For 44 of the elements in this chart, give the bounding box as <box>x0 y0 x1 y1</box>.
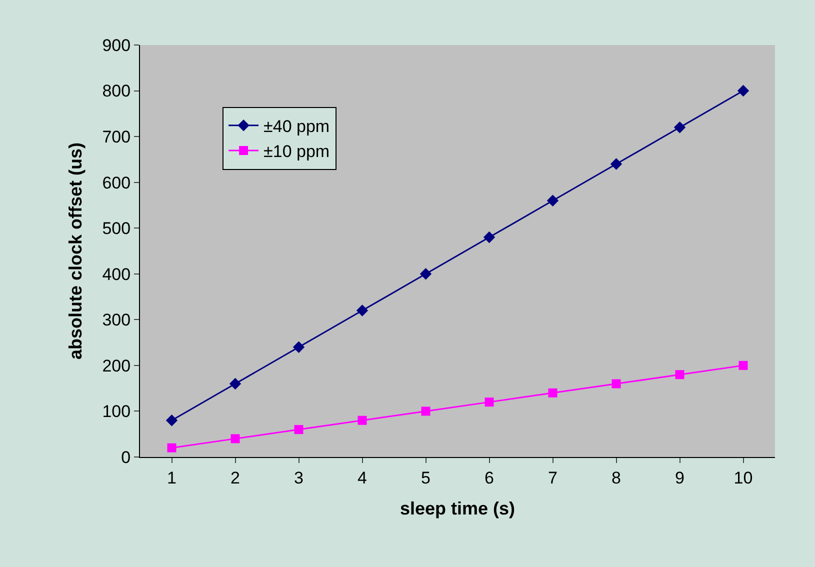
x-tick-label: 1 <box>167 468 176 488</box>
x-tick-label: 9 <box>675 468 684 488</box>
y-tick-label: 300 <box>102 310 131 330</box>
x-tick-label: 5 <box>421 468 430 488</box>
x-axis-title: sleep time (s) <box>400 498 516 518</box>
legend-label: ±10 ppm <box>264 142 330 162</box>
y-tick-label: 600 <box>102 173 131 192</box>
point <box>737 84 750 97</box>
point <box>675 370 684 380</box>
point <box>358 416 367 425</box>
y-tick-label: 500 <box>102 219 131 238</box>
x-tick-label: 4 <box>358 468 367 488</box>
y-tick-label: 0 <box>121 448 131 467</box>
point <box>484 398 494 407</box>
point <box>292 341 305 353</box>
y-tick-label: 100 <box>102 402 131 422</box>
y-tick-label: 900 <box>102 36 131 55</box>
point <box>610 158 622 170</box>
point <box>167 443 176 452</box>
y-tick-label: 200 <box>102 356 131 376</box>
point <box>166 414 178 426</box>
point <box>229 378 242 390</box>
point <box>483 231 496 244</box>
x-tick-label: 6 <box>484 468 494 488</box>
x-tick-label: 8 <box>612 468 621 488</box>
point <box>674 122 686 134</box>
point <box>546 194 559 206</box>
y-axis-title: absolute clock offset (us) <box>65 142 86 360</box>
x-tick-label: 7 <box>548 468 558 488</box>
x-tick-label: 10 <box>734 468 753 488</box>
x-tick-label: 2 <box>230 468 240 488</box>
point <box>548 388 558 398</box>
point <box>612 379 621 388</box>
point <box>421 406 430 416</box>
y-tick-label: 700 <box>102 128 131 147</box>
x-tick-label: 3 <box>294 468 304 488</box>
point <box>230 434 240 444</box>
legend-label: ±40 ppm <box>264 116 330 136</box>
y-tick-label: 800 <box>102 82 131 101</box>
point <box>294 425 304 434</box>
point <box>420 268 432 280</box>
point <box>356 304 368 316</box>
point <box>738 360 748 370</box>
y-tick-label: 400 <box>102 264 131 284</box>
